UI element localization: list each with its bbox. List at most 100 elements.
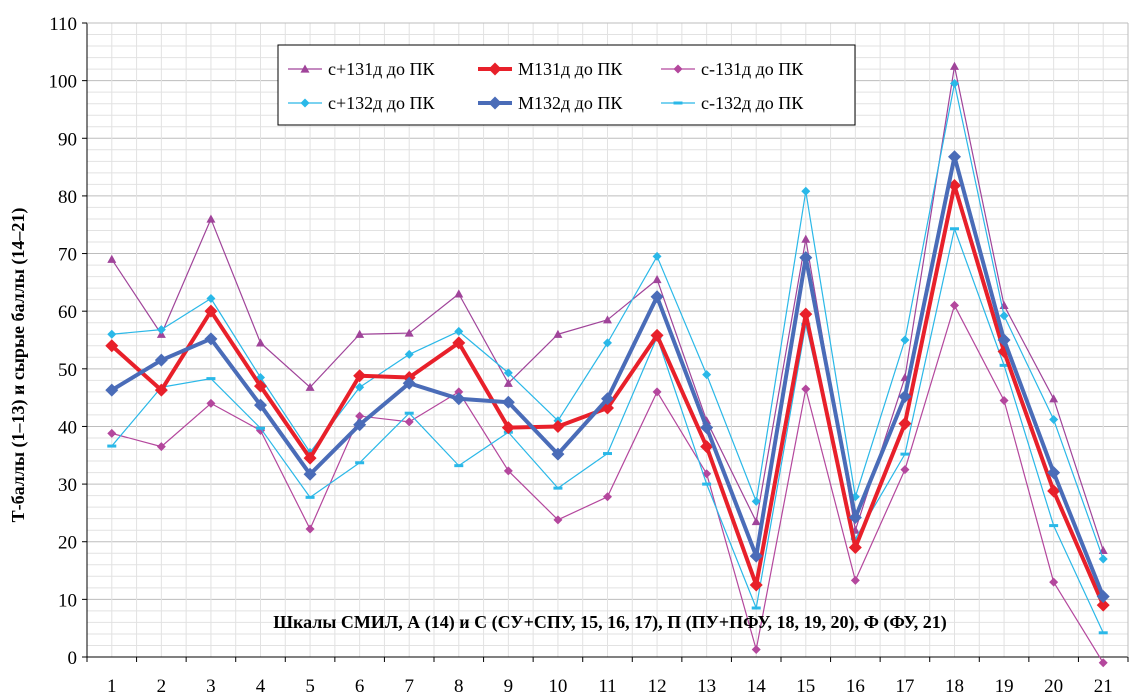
data-point: [950, 300, 959, 310]
data-point: [355, 461, 365, 465]
data-point: [997, 333, 1011, 347]
y-tick-label: 100: [49, 72, 78, 93]
data-point: [799, 251, 813, 265]
data-point: [107, 329, 117, 339]
y-axis-label: Т-баллы (1–13) и сырые баллы (14–21): [8, 208, 29, 523]
x-axis-label: Шкалы СМИЛ, А (14) и С (СУ+СПУ, 15, 16, …: [273, 612, 947, 633]
data-point: [601, 392, 614, 406]
data-point: [848, 540, 862, 554]
data-point: [652, 387, 662, 397]
y-tick-labels: 0 10 20 30 40 50 60 70 80 90 100 110: [49, 14, 78, 669]
data-point: [107, 428, 117, 438]
data-point: [1049, 394, 1059, 403]
data-point: [751, 606, 761, 610]
data-point: [603, 452, 612, 456]
data-point: [848, 511, 862, 525]
y-tick-label: 90: [58, 129, 77, 150]
data-point: [355, 329, 365, 338]
x-tick-label: 14: [747, 676, 767, 697]
legend-swatch-marker: [673, 101, 683, 105]
data-point: [404, 411, 414, 415]
data-point: [551, 447, 565, 461]
legend-label: с+132д до ПК: [328, 93, 435, 113]
data-point: [999, 363, 1009, 367]
data-point: [1096, 589, 1110, 603]
data-point: [603, 492, 612, 502]
legend-label: с-132д до ПК: [701, 93, 804, 113]
data-point: [454, 464, 464, 468]
y-tick-label: 80: [58, 187, 77, 208]
data-point: [751, 517, 761, 526]
data-point: [204, 304, 218, 318]
y-tick-label: 0: [68, 648, 78, 669]
legend-label: с+131д до ПК: [328, 59, 435, 79]
x-tick-label: 1: [107, 676, 117, 697]
data-point: [650, 328, 664, 342]
data-point: [105, 383, 119, 397]
legend-swatch-marker: [673, 64, 683, 74]
x-tick-label: 3: [206, 676, 216, 697]
data-point: [751, 496, 761, 506]
data-point: [801, 186, 811, 196]
data-point: [603, 338, 612, 348]
data-point: [404, 349, 414, 359]
y-tick-label: 30: [58, 475, 77, 496]
x-tick-label: 11: [598, 676, 616, 697]
y-tick-label: 20: [58, 533, 77, 554]
data-point: [404, 328, 414, 337]
legend-label: М131д до ПК: [518, 59, 623, 79]
data-point: [801, 384, 811, 394]
x-tick-label: 16: [846, 676, 865, 697]
data-point: [700, 440, 714, 454]
x-tick-label: 9: [504, 676, 514, 697]
data-point: [154, 383, 168, 397]
legend-swatch-marker: [300, 98, 310, 108]
x-tick-label: 15: [796, 676, 815, 697]
legend-item: с-132д до ПК: [661, 93, 804, 113]
data-point: [305, 382, 315, 391]
data-point: [652, 251, 662, 261]
y-tick-label: 60: [58, 302, 77, 323]
x-tick-label: 6: [355, 676, 365, 697]
data-point: [404, 417, 414, 427]
data-point: [799, 307, 813, 321]
x-tick-label: 21: [1094, 676, 1113, 697]
data-point: [900, 335, 910, 345]
data-point: [206, 294, 216, 304]
data-point: [105, 339, 119, 353]
data-point: [256, 338, 265, 347]
data-point: [452, 392, 466, 406]
data-point: [454, 326, 464, 336]
data-point: [156, 442, 166, 452]
data-point: [305, 524, 315, 534]
data-point: [751, 645, 761, 655]
data-point: [501, 395, 515, 409]
legend-swatch-marker: [300, 64, 310, 73]
x-tick-label: 2: [157, 676, 167, 697]
axes: [82, 22, 1129, 662]
data-point: [254, 398, 267, 412]
data-point: [1098, 631, 1108, 635]
data-point: [801, 234, 811, 243]
data-point: [950, 61, 959, 70]
series-6: [107, 227, 1108, 635]
data-point: [154, 353, 168, 367]
x-tick-label: 10: [548, 676, 567, 697]
data-point: [1096, 598, 1110, 612]
data-point: [702, 370, 712, 380]
data-point: [898, 417, 912, 431]
data-point: [999, 311, 1009, 321]
data-point: [1098, 554, 1108, 564]
data-point: [553, 329, 563, 338]
data-point: [749, 578, 763, 592]
legend-label: с-131д до ПК: [701, 59, 804, 79]
data-point: [452, 336, 466, 350]
data-point: [652, 274, 662, 284]
data-point: [603, 315, 612, 324]
data-point: [1049, 415, 1059, 425]
data-point: [503, 368, 513, 378]
x-tick-label: 12: [648, 676, 667, 697]
y-tick-label: 70: [58, 245, 77, 266]
data-point: [206, 214, 216, 223]
